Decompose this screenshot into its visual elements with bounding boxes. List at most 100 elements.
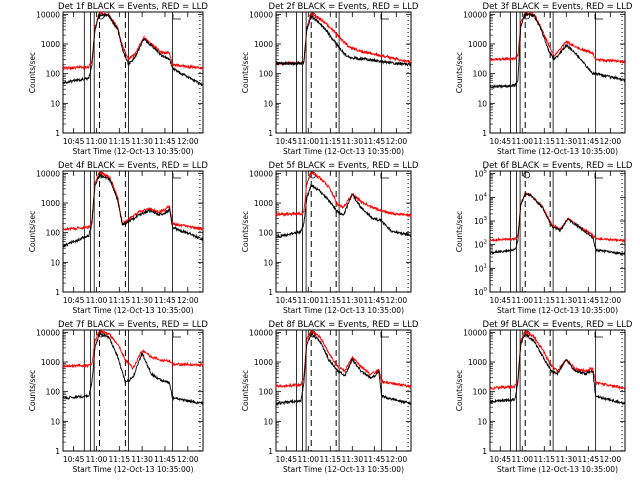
y-tick-label: 1 [55, 288, 60, 297]
y-tick-label: 1 [55, 129, 60, 138]
x-axis-label: Start Time (12-Oct-13 10:35:00) [72, 306, 193, 315]
y-tick-label: 10 [50, 417, 60, 426]
y-tick-label: 1000 [468, 358, 487, 367]
y-tick-label: 10000 [36, 328, 60, 337]
y-tick-label: 10 [477, 99, 487, 108]
panel-title: Det 8f BLACK = Events, RED = LLD [269, 320, 419, 330]
x-axis-label: Start Time (12-Oct-13 10:35:00) [497, 465, 618, 474]
corner-bracket [380, 332, 389, 338]
corner-bracket [594, 173, 603, 179]
y-axis-label: Counts/sec [241, 211, 250, 252]
x-tick-label: 11:00 [86, 137, 108, 146]
y-tick-label: 100 [474, 287, 488, 297]
x-tick-label: 11:00 [511, 296, 533, 305]
y-tick-label: 10000 [36, 169, 60, 178]
x-tick-label: 10:45 [489, 455, 511, 464]
plot-frame [489, 11, 626, 134]
plot-frame [275, 11, 412, 134]
x-tick-label: 11:45 [364, 296, 386, 305]
panel-det-7: Det 7f BLACK = Events, RED = LLD 1 10 100 10… [28, 320, 208, 474]
events-series-line [489, 333, 626, 406]
x-tick-label: 11:45 [154, 296, 176, 305]
y-tick-label: 100 [259, 70, 274, 79]
x-tick-label: 11:45 [154, 455, 176, 464]
x-tick-label: 11:30 [341, 455, 363, 464]
x-tick-label: 11:00 [297, 455, 319, 464]
x-tick-label: 10:45 [275, 455, 297, 464]
y-tick-label: 1000 [41, 40, 60, 49]
y-tick-label: 100 [259, 229, 274, 238]
x-tick-label: 12:00 [386, 296, 408, 305]
y-tick-label: 1 [268, 447, 273, 456]
x-axis-label: Start Time (12-Oct-13 10:35:00) [283, 465, 404, 474]
y-tick-label: 1000 [41, 199, 60, 208]
y-tick-label: 10 [477, 417, 487, 426]
events-series-line [62, 173, 204, 248]
events-series-line [275, 331, 412, 407]
y-tick-label: 10000 [249, 169, 273, 178]
flare-marker [523, 171, 531, 179]
y-tick-label: 10 [50, 99, 60, 108]
y-tick-label: 1 [482, 447, 487, 456]
y-axis-label: Counts/sec [241, 370, 250, 411]
lld-series-line [275, 329, 412, 389]
x-tick-label: 10:45 [63, 455, 85, 464]
panel-det-9: Det 9f BLACK = Events, RED = LLD 1 10 100 10… [455, 320, 633, 474]
x-tick-label: 11:30 [555, 137, 577, 146]
panel-title: Det 3f BLACK = Events, RED = LLD [483, 2, 633, 12]
corner-bracket [380, 173, 389, 179]
y-tick-label: 10 [263, 417, 273, 426]
x-tick-label: 11:30 [341, 137, 363, 146]
x-tick-label: 11:45 [364, 455, 386, 464]
x-tick-label: 11:15 [533, 296, 555, 305]
x-axis-label: Start Time (12-Oct-13 10:35:00) [283, 147, 404, 156]
x-tick-label: 11:00 [511, 455, 533, 464]
events-series-line [275, 14, 412, 68]
panel-title: Det 1f BLACK = Events, RED = LLD [58, 2, 208, 12]
y-tick-label: 10000 [463, 10, 487, 19]
x-tick-label: 11:15 [533, 455, 555, 464]
y-axis-label: Counts/sec [455, 52, 464, 93]
x-tick-label: 10:45 [489, 137, 511, 146]
y-tick-label: 100 [46, 229, 61, 238]
y-tick-label: 100 [473, 70, 488, 79]
x-tick-label: 11:15 [108, 296, 130, 305]
x-tick-label: 11:45 [578, 455, 600, 464]
lld-series-line [275, 171, 412, 218]
x-tick-label: 11:30 [131, 455, 153, 464]
plot-frame [489, 329, 626, 452]
corner-bracket [172, 14, 181, 20]
events-series-line [62, 331, 204, 405]
y-tick-label: 1000 [254, 40, 273, 49]
lld-series-line [62, 10, 204, 71]
x-tick-label: 11:00 [511, 137, 533, 146]
corner-bracket [594, 332, 603, 338]
y-tick-label: 1000 [254, 358, 273, 367]
y-tick-label: 10 [50, 258, 60, 267]
x-tick-label: 11:30 [555, 296, 577, 305]
plot-frame [489, 170, 626, 293]
events-series-line [489, 12, 626, 90]
x-tick-label: 11:15 [319, 296, 341, 305]
x-tick-label: 11:15 [108, 455, 130, 464]
y-axis-label: Counts/sec [28, 52, 37, 93]
plot-frame [62, 170, 204, 293]
x-tick-label: 12:00 [600, 137, 622, 146]
x-tick-label: 11:45 [364, 137, 386, 146]
x-tick-label: 11:00 [297, 137, 319, 146]
x-tick-label: 12:00 [600, 455, 622, 464]
x-tick-label: 10:45 [489, 296, 511, 305]
panel-det-1: Det 1f BLACK = Events, RED = LLD 1 10 100 10… [28, 2, 208, 156]
plot-frame [275, 329, 412, 452]
x-tick-label: 11:00 [297, 296, 319, 305]
events-series-line [62, 12, 204, 86]
x-tick-label: 10:45 [63, 296, 85, 305]
y-axis-label: Counts/sec [241, 52, 250, 93]
panel-title: Det 2f BLACK = Events, RED = LLD [269, 2, 419, 12]
x-tick-label: 11:00 [86, 296, 108, 305]
panel-title: Det 7f BLACK = Events, RED = LLD [58, 320, 208, 330]
plot-frame [62, 11, 204, 134]
x-tick-label: 11:45 [154, 137, 176, 146]
events-series-line [489, 191, 626, 256]
panel-det-5: Det 5f BLACK = Events, RED = LLD 1 10 100 10… [241, 161, 419, 315]
